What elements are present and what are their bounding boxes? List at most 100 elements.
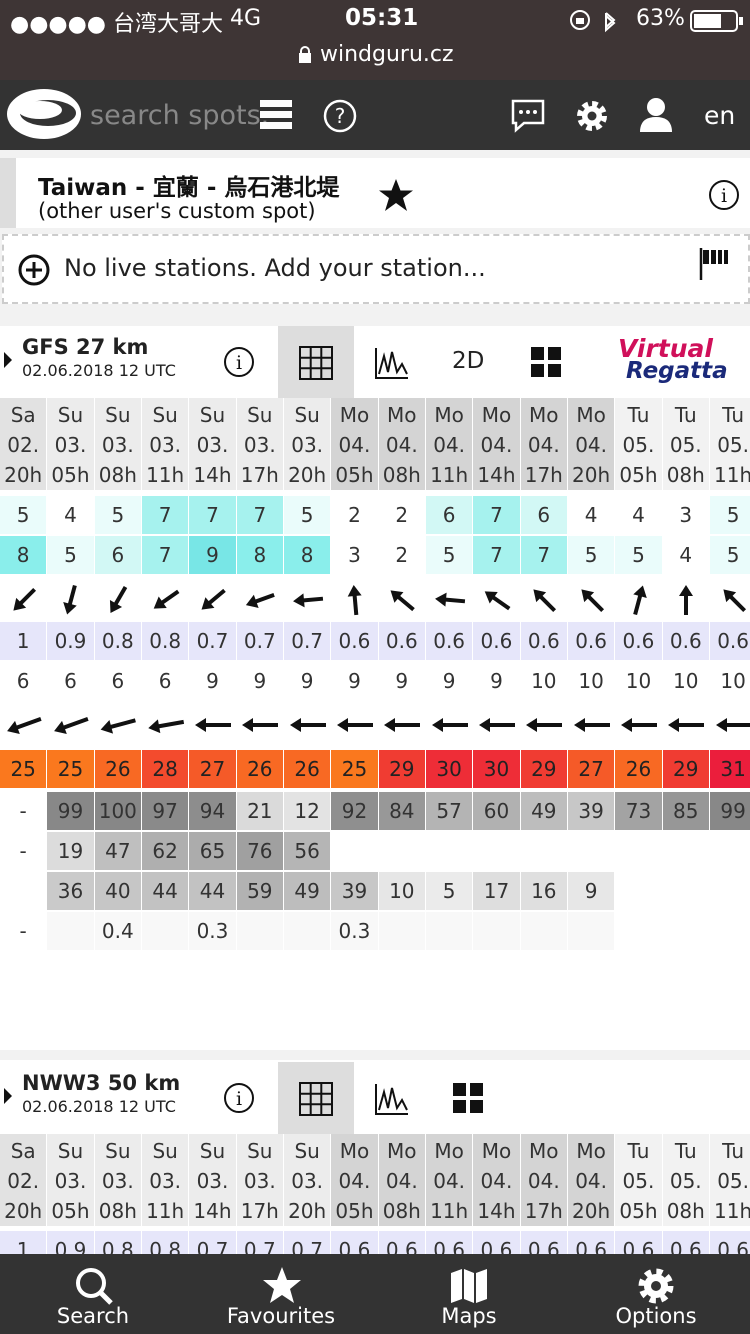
header-date: 04. bbox=[527, 433, 560, 457]
cloud-mid-cell bbox=[615, 832, 662, 870]
tab-active[interactable] bbox=[278, 326, 354, 398]
menu-icon[interactable] bbox=[258, 98, 294, 132]
header-hour: 05h bbox=[51, 1199, 90, 1223]
wave-period-cell: 6 bbox=[0, 662, 47, 700]
nav-favourites[interactable]: Favourites bbox=[226, 1304, 336, 1328]
cloud-low-cell bbox=[709, 872, 750, 910]
wave-period-cell: 9 bbox=[189, 662, 236, 700]
column-header bbox=[378, 398, 425, 490]
header-hour: 14h bbox=[477, 463, 516, 487]
header-day: Su bbox=[199, 1139, 226, 1163]
settings-icon[interactable] bbox=[574, 98, 610, 134]
wave-direction-arrow bbox=[715, 718, 750, 732]
graph-icon[interactable] bbox=[374, 1082, 410, 1116]
favourite-star[interactable] bbox=[378, 178, 414, 212]
wind-speed-cell: 6 bbox=[520, 496, 567, 534]
header-day: Mo bbox=[434, 403, 464, 427]
ad-regatta[interactable]: Regatta bbox=[626, 358, 728, 384]
rain-cell bbox=[473, 912, 520, 950]
add-icon[interactable] bbox=[17, 253, 51, 287]
expand-arrow[interactable] bbox=[4, 1088, 14, 1104]
header-hour: 11h bbox=[714, 1199, 750, 1223]
maps-icon[interactable] bbox=[450, 1268, 488, 1304]
cloud-mid-cell bbox=[425, 832, 473, 870]
header-day: Su bbox=[294, 1139, 320, 1163]
language[interactable]: en bbox=[704, 101, 736, 130]
wave-period-cell: 10 bbox=[662, 662, 709, 700]
search-icon[interactable] bbox=[74, 1266, 114, 1306]
logo[interactable] bbox=[4, 86, 84, 142]
user-icon[interactable] bbox=[638, 96, 674, 134]
options-icon[interactable] bbox=[636, 1266, 676, 1306]
header-day: Mo bbox=[481, 1139, 512, 1163]
header-day: Mo bbox=[481, 403, 512, 427]
nav-options[interactable]: Options bbox=[615, 1304, 697, 1328]
wind-speed-cell: 6 bbox=[425, 496, 473, 534]
table-icon[interactable] bbox=[299, 346, 333, 380]
wind-speed-cell: 4 bbox=[567, 496, 615, 534]
model-name: NWW3 50 km bbox=[22, 1071, 181, 1095]
column-header bbox=[615, 1134, 662, 1226]
info-icon[interactable]: i bbox=[222, 345, 256, 379]
wave-direction-arrow bbox=[384, 718, 421, 732]
tab-active[interactable] bbox=[278, 1062, 354, 1134]
compact-icon[interactable] bbox=[531, 347, 561, 377]
wave-direction-arrow bbox=[478, 718, 515, 732]
compact-icon[interactable] bbox=[453, 1083, 483, 1113]
spot-subtitle: (other user's custom spot) bbox=[38, 199, 316, 223]
url[interactable]: windguru.cz bbox=[320, 42, 454, 67]
info-icon[interactable]: i bbox=[222, 1081, 256, 1115]
table-icon[interactable] bbox=[299, 1082, 333, 1116]
cloud-mid-cell bbox=[378, 832, 425, 870]
header-date: 04. bbox=[575, 433, 608, 457]
cloud-low-cell: 39 bbox=[331, 872, 378, 910]
help-icon[interactable]: ? bbox=[322, 98, 358, 134]
chat-icon[interactable] bbox=[510, 98, 546, 134]
expand-arrow[interactable] bbox=[4, 352, 14, 368]
wind-gusts-cell: 7 bbox=[141, 536, 189, 574]
temperature-cell: 29 bbox=[378, 750, 425, 788]
live-box[interactable] bbox=[2, 234, 750, 304]
wind-gusts-cell: 9 bbox=[189, 536, 236, 574]
column-header bbox=[473, 398, 520, 490]
cloud-mid-cell bbox=[709, 832, 750, 870]
ad-virtual[interactable]: Virtual bbox=[618, 334, 713, 363]
header-date: 03. bbox=[196, 433, 229, 457]
wind-speed-cell: 2 bbox=[378, 496, 425, 534]
search-input[interactable]: search spots. bbox=[90, 100, 270, 131]
column-header bbox=[283, 398, 331, 490]
header-day: Tu bbox=[674, 403, 697, 427]
graph-icon[interactable] bbox=[374, 346, 410, 380]
header-date: 04. bbox=[527, 1169, 560, 1193]
header-day: Su bbox=[105, 1139, 131, 1163]
status-icons bbox=[570, 10, 616, 33]
live-stations-text[interactable]: No live stations. Add your station... bbox=[64, 254, 486, 282]
column-header bbox=[425, 398, 473, 490]
tab-2d[interactable]: 2D bbox=[452, 348, 485, 374]
favourites-icon[interactable] bbox=[262, 1266, 302, 1304]
column-header bbox=[378, 1134, 425, 1226]
column-header bbox=[94, 398, 141, 490]
wind-direction-arrow bbox=[484, 591, 511, 611]
nav-search[interactable]: Search bbox=[56, 1304, 130, 1328]
wave-period-cell: 9 bbox=[473, 662, 520, 700]
wave-direction-arrow bbox=[573, 718, 610, 732]
wind-direction-arrow bbox=[63, 584, 77, 615]
wind-direction-arrow bbox=[201, 588, 226, 610]
cloud-mid-cell bbox=[520, 832, 567, 870]
wave-height-cell: 0.8 bbox=[141, 622, 189, 660]
wind-gusts-cell: 5 bbox=[47, 536, 94, 574]
temperature-cell: 27 bbox=[567, 750, 615, 788]
rain-cell bbox=[615, 912, 662, 950]
cloud-high-cell: 97 bbox=[141, 792, 189, 830]
rain-cell bbox=[709, 912, 750, 950]
cloud-low-cell: 59 bbox=[236, 872, 283, 910]
header-date: 03. bbox=[54, 433, 87, 457]
wind-gusts-cell: 5 bbox=[615, 536, 662, 574]
info-icon[interactable]: i bbox=[707, 178, 741, 212]
nav-maps[interactable]: Maps bbox=[441, 1304, 497, 1328]
temperature-cell: 29 bbox=[520, 750, 567, 788]
wind-speed-cell: 5 bbox=[94, 496, 141, 534]
wind-speed-cell: 5 bbox=[283, 496, 331, 534]
temperature-cell: 25 bbox=[331, 750, 378, 788]
